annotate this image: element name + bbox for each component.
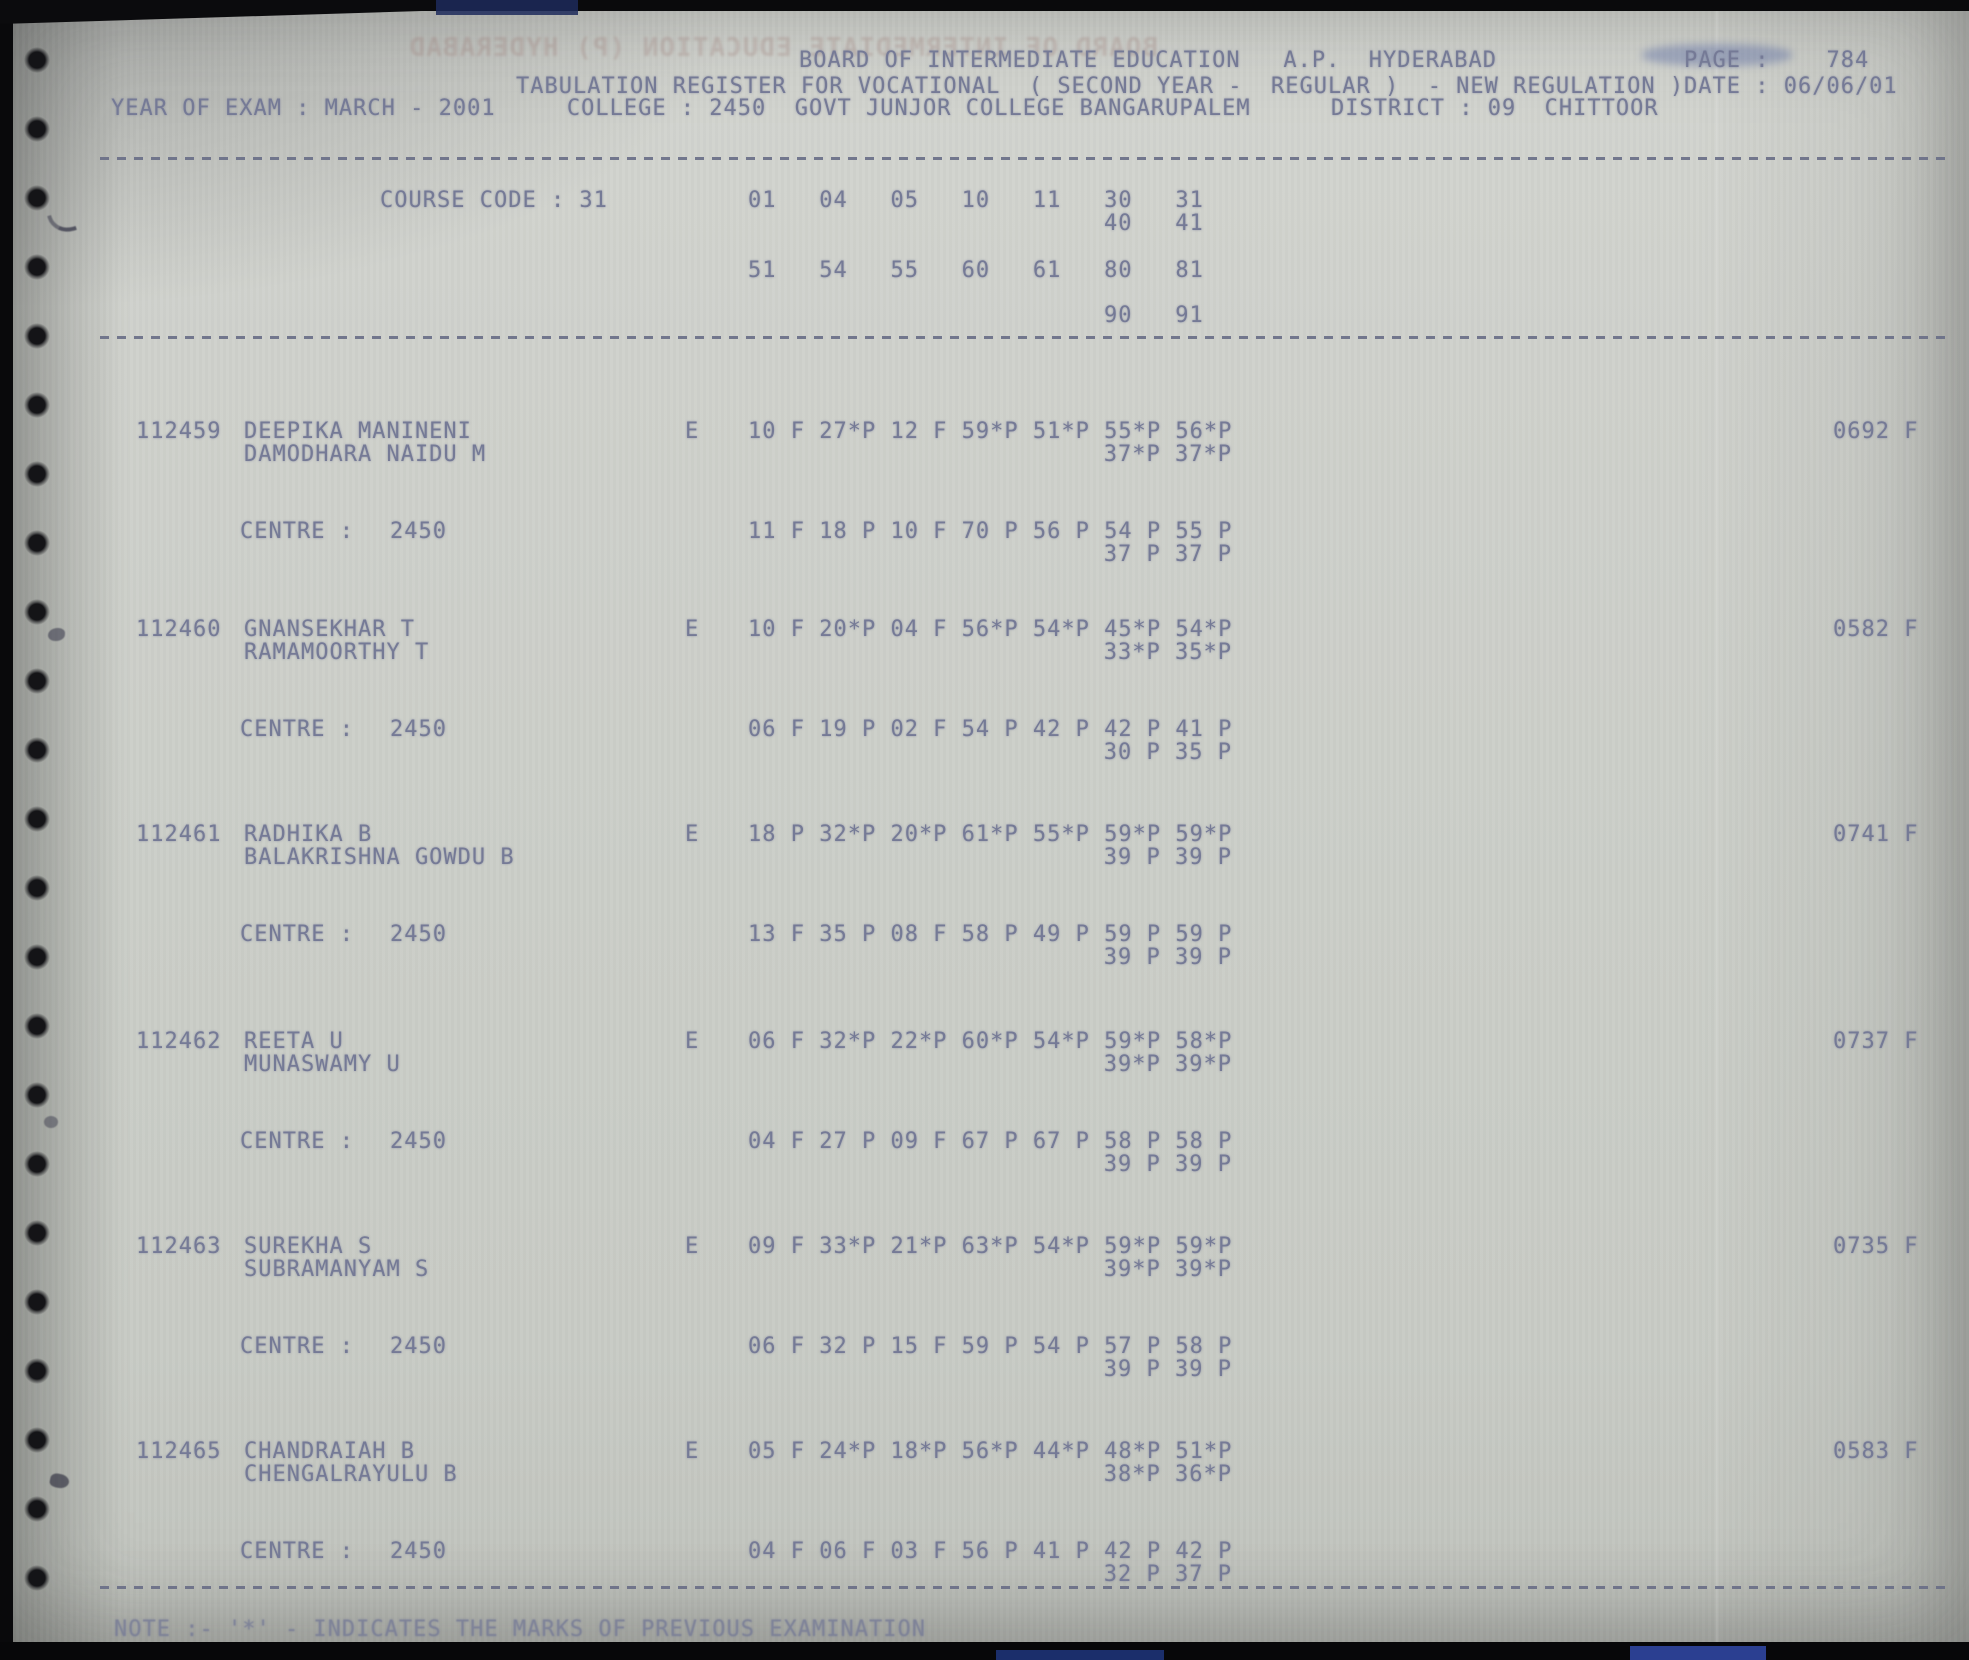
total-marks: 0741 F xyxy=(1833,822,1919,847)
marks-line2: 39*P 39*P xyxy=(1103,1257,1232,1282)
dashed-divider xyxy=(100,157,1946,160)
father-name: MUNASWAMY U xyxy=(244,1052,401,1077)
student-record: 112460 GNANSEKHAR T RAMAMOORTHY T E 10 F… xyxy=(0,618,1969,798)
dashed-divider xyxy=(100,1586,1946,1589)
punch-holes-strip xyxy=(16,26,58,1632)
centre-marks-line1: 13 F 35 P 08 F 58 P 49 P 59 P 59 P xyxy=(748,922,1233,947)
centre-label: CENTRE : xyxy=(240,922,354,947)
total-marks: 0582 F xyxy=(1833,617,1919,642)
subject-codes-row2: 51 54 55 60 61 80 81 xyxy=(748,258,1204,283)
centre-code: 2450 xyxy=(390,1539,447,1564)
student-name: DEEPIKA MANINENI xyxy=(244,419,472,444)
student-record: 112463 SUREKHA S SUBRAMANYAM S E 09 F 33… xyxy=(0,1235,1969,1415)
footnote: NOTE :- '*' - INDICATES THE MARKS OF PRE… xyxy=(114,1617,926,1642)
marks-line1: 10 F 20*P 04 F 56*P 54*P 45*P 54*P xyxy=(748,617,1233,642)
marks-line1: 10 F 27*P 12 F 59*P 51*P 55*P 56*P xyxy=(748,419,1233,444)
student-record: 112461 RADHIKA B BALAKRISHNA GOWDU B E 1… xyxy=(0,823,1969,1003)
ink-smudge xyxy=(1642,44,1792,66)
centre-code: 2450 xyxy=(390,1334,447,1359)
scan-edge-navy-patch xyxy=(996,1650,1164,1660)
header-board-title: BOARD OF INTERMEDIATE EDUCATION A.P. HYD… xyxy=(799,48,1498,73)
centre-marks-line2: 39 P 39 P xyxy=(1103,945,1232,970)
total-marks: 0737 F xyxy=(1833,1029,1919,1054)
roll-number: 112459 xyxy=(136,419,222,444)
marks-line2: 33*P 35*P xyxy=(1103,640,1232,665)
father-name: CHENGALRAYULU B xyxy=(244,1462,458,1487)
medium-code: E xyxy=(685,822,700,847)
header-page-number: PAGE : 784 xyxy=(1684,48,1870,73)
medium-code: E xyxy=(685,1439,700,1464)
header-register-title: TABULATION REGISTER FOR VOCATIONAL ( SEC… xyxy=(516,74,1685,99)
marks-line1: 18 P 32*P 20*P 61*P 55*P 59*P 59*P xyxy=(748,822,1233,847)
father-name: BALAKRISHNA GOWDU B xyxy=(244,845,515,870)
father-name: RAMAMOORTHY T xyxy=(244,640,430,665)
subject-codes-row1b: 40 41 xyxy=(1104,211,1204,236)
marks-line2: 39*P 39*P xyxy=(1103,1052,1232,1077)
student-name: RADHIKA B xyxy=(244,822,373,847)
medium-code: E xyxy=(685,1234,700,1259)
roll-number: 112462 xyxy=(136,1029,222,1054)
centre-label: CENTRE : xyxy=(240,1334,354,1359)
centre-marks-line2: 32 P 37 P xyxy=(1103,1562,1232,1587)
header-district: DISTRICT : 09 CHITTOOR xyxy=(1331,96,1659,121)
total-marks: 0735 F xyxy=(1833,1234,1919,1259)
student-record: 112459 DEEPIKA MANINENI DAMODHARA NAIDU … xyxy=(0,420,1969,600)
centre-marks-line2: 39 P 39 P xyxy=(1103,1357,1232,1382)
roll-number: 112465 xyxy=(136,1439,222,1464)
centre-marks-line1: 11 F 18 P 10 F 70 P 56 P 54 P 55 P xyxy=(748,519,1233,544)
centre-marks-line2: 37 P 37 P xyxy=(1103,542,1232,567)
centre-marks-line1: 04 F 06 F 03 F 56 P 41 P 42 P 42 P xyxy=(748,1539,1233,1564)
centre-marks-line1: 06 F 19 P 02 F 54 P 42 P 42 P 41 P xyxy=(748,717,1233,742)
subject-codes-row1: 01 04 05 10 11 30 31 xyxy=(748,188,1204,213)
centre-label: CENTRE : xyxy=(240,1129,354,1154)
paper-sheet xyxy=(13,8,1969,1644)
centre-code: 2450 xyxy=(390,922,447,947)
medium-code: E xyxy=(685,419,700,444)
course-code-label: COURSE CODE : 31 xyxy=(380,188,608,213)
marks-line2: 38*P 36*P xyxy=(1103,1462,1232,1487)
scan-edge-navy-patch xyxy=(436,0,578,15)
student-name: SUREKHA S xyxy=(244,1234,373,1259)
scan-edge-top xyxy=(0,0,1969,11)
student-name: CHANDRAIAH B xyxy=(244,1439,415,1464)
centre-code: 2450 xyxy=(390,519,447,544)
student-name: REETA U xyxy=(244,1029,344,1054)
header-date: DATE : 06/06/01 xyxy=(1684,74,1898,99)
centre-label: CENTRE : xyxy=(240,717,354,742)
centre-label: CENTRE : xyxy=(240,1539,354,1564)
father-name: DAMODHARA NAIDU M xyxy=(244,442,487,467)
centre-label: CENTRE : xyxy=(240,519,354,544)
student-name: GNANSEKHAR T xyxy=(244,617,415,642)
header-exam-college: YEAR OF EXAM : MARCH - 2001 COLLEGE : 24… xyxy=(111,96,1251,121)
centre-marks-line1: 06 F 32 P 15 F 59 P 54 P 57 P 58 P xyxy=(748,1334,1233,1359)
medium-code: E xyxy=(685,617,700,642)
marks-line1: 05 F 24*P 18*P 56*P 44*P 48*P 51*P xyxy=(748,1439,1233,1464)
roll-number: 112460 xyxy=(136,617,222,642)
medium-code: E xyxy=(685,1029,700,1054)
subject-codes-row2b: 90 91 xyxy=(1104,303,1204,328)
scan-edge-bottom xyxy=(0,1642,1969,1660)
total-marks: 0583 F xyxy=(1833,1439,1919,1464)
roll-number: 112461 xyxy=(136,822,222,847)
centre-marks-line2: 30 P 35 P xyxy=(1103,740,1232,765)
marks-line1: 06 F 32*P 22*P 60*P 54*P 59*P 58*P xyxy=(748,1029,1233,1054)
centre-marks-line1: 04 F 27 P 09 F 67 P 67 P 58 P 58 P xyxy=(748,1129,1233,1154)
dashed-divider xyxy=(100,336,1946,339)
scan-edge-navy-patch xyxy=(1630,1646,1766,1660)
marks-line2: 39 P 39 P xyxy=(1103,845,1232,870)
ink-smudge xyxy=(44,1116,58,1128)
centre-code: 2450 xyxy=(390,1129,447,1154)
father-name: SUBRAMANYAM S xyxy=(244,1257,430,1282)
total-marks: 0692 F xyxy=(1833,419,1919,444)
scan-edge-left xyxy=(0,0,13,1660)
roll-number: 112463 xyxy=(136,1234,222,1259)
marks-line2: 37*P 37*P xyxy=(1103,442,1232,467)
student-record: 112465 CHANDRAIAH B CHENGALRAYULU B E 05… xyxy=(0,1440,1969,1620)
marks-line1: 09 F 33*P 21*P 63*P 54*P 59*P 59*P xyxy=(748,1234,1233,1259)
centre-code: 2450 xyxy=(390,717,447,742)
student-record: 112462 REETA U MUNASWAMY U E 06 F 32*P 2… xyxy=(0,1030,1969,1210)
centre-marks-line2: 39 P 39 P xyxy=(1103,1152,1232,1177)
ink-smudge xyxy=(48,628,65,641)
